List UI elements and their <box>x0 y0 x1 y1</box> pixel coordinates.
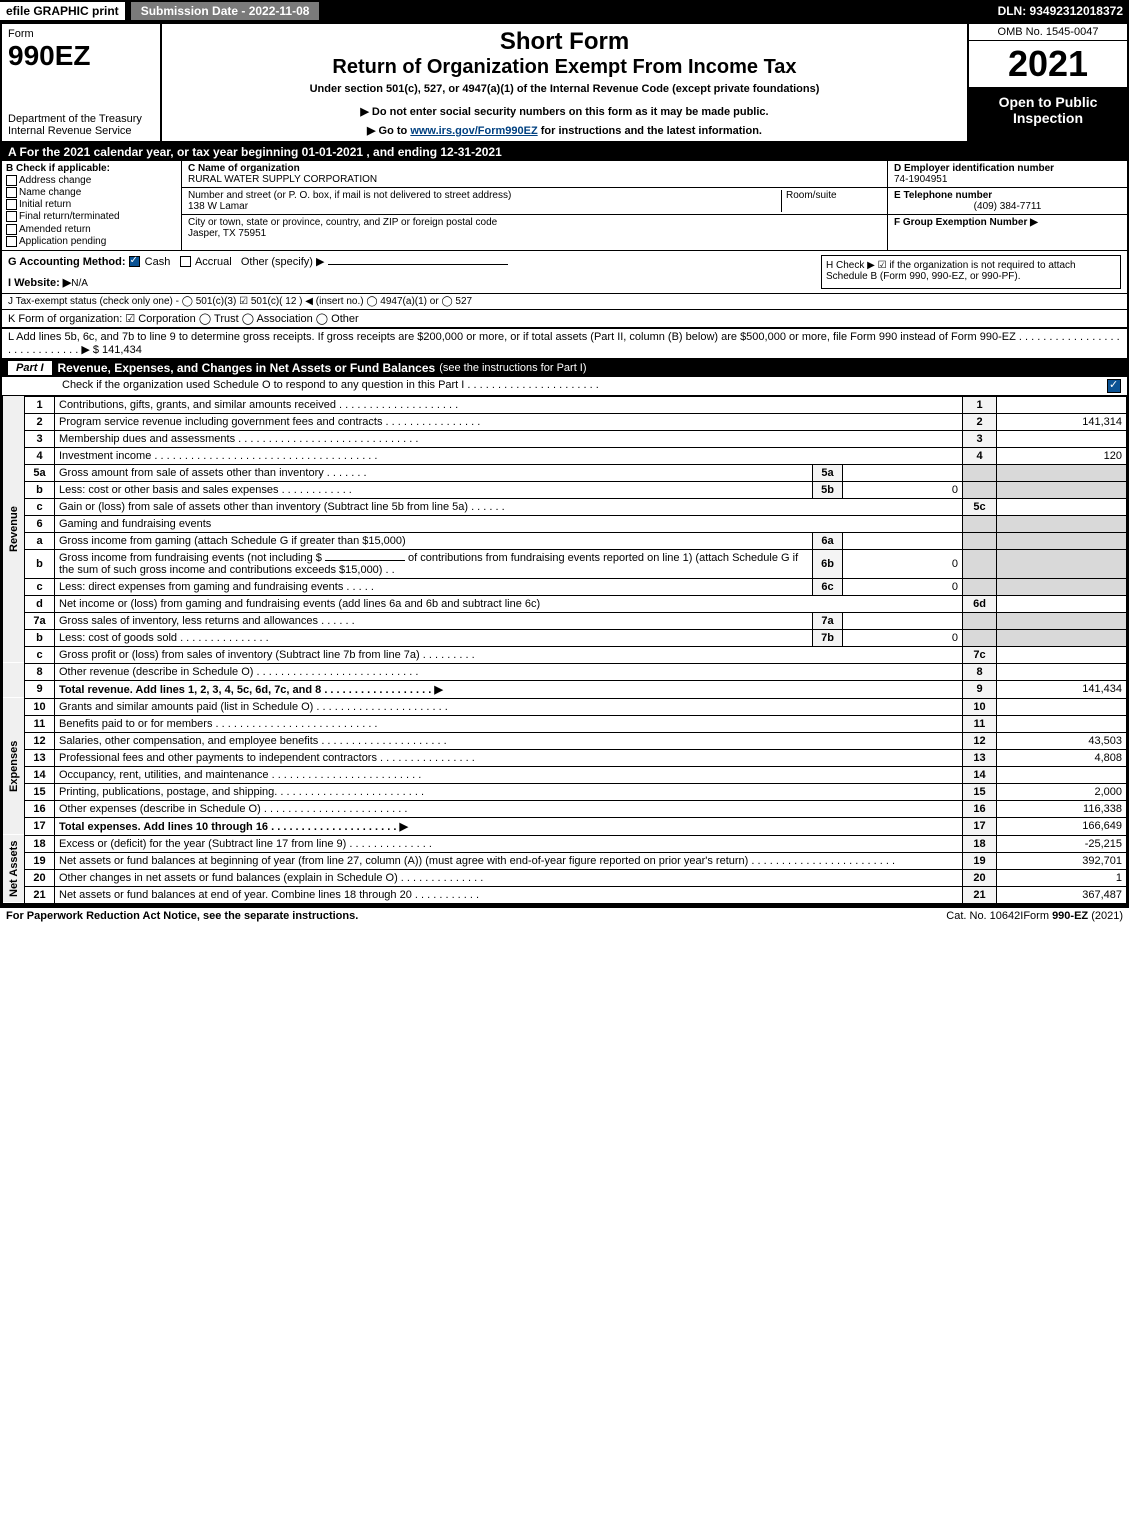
city: Jasper, TX 75951 <box>188 228 881 239</box>
subtitle: Under section 501(c), 527, or 4947(a)(1)… <box>168 83 961 95</box>
row-a-calendar: A For the 2021 calendar year, or tax yea… <box>2 143 1127 161</box>
tel-label: E Telephone number <box>894 190 992 201</box>
top-bar: efile GRAPHIC print Submission Date - 20… <box>0 0 1129 22</box>
line-i: I Website: ▶N/A <box>8 276 821 289</box>
box-b: B Check if applicable: Address change Na… <box>2 161 182 250</box>
footer-left: For Paperwork Reduction Act Notice, see … <box>6 910 746 922</box>
ein: 74-1904951 <box>894 174 947 185</box>
part1-title: Revenue, Expenses, and Changes in Net As… <box>58 361 436 375</box>
expenses-label: Expenses <box>3 698 25 835</box>
form-header: Form 990EZ Department of the Treasury In… <box>2 24 1127 143</box>
lines-table: Revenue 1Contributions, gifts, grants, a… <box>2 396 1127 904</box>
group-label: F Group Exemption Number ▶ <box>894 217 1038 228</box>
part1-header: Part I Revenue, Expenses, and Changes in… <box>2 359 1127 377</box>
form-container: Form 990EZ Department of the Treasury In… <box>0 22 1129 906</box>
form-label: Form <box>8 28 154 40</box>
netassets-label: Net Assets <box>3 835 25 903</box>
line-k: K Form of organization: ☑ Corporation ◯ … <box>2 310 1127 329</box>
box-b-title: B Check if applicable: <box>6 163 110 174</box>
header-right: OMB No. 1545-0047 2021 Open to Public In… <box>967 24 1127 141</box>
irs-link[interactable]: www.irs.gov/Form990EZ <box>410 125 537 137</box>
department: Department of the Treasury Internal Reve… <box>8 113 154 137</box>
chk-final[interactable]: Final return/terminated <box>6 211 177 222</box>
chk-amended[interactable]: Amended return <box>6 224 177 235</box>
efile-label: efile GRAPHIC print <box>0 2 125 20</box>
main-title: Return of Organization Exempt From Incom… <box>168 56 961 79</box>
section-ghi: G Accounting Method: Cash Accrual Other … <box>2 251 1127 294</box>
org-name: RURAL WATER SUPPLY CORPORATION <box>188 174 881 185</box>
chk-initial[interactable]: Initial return <box>6 199 177 210</box>
submission-date: Submission Date - 2022-11-08 <box>131 2 320 20</box>
goto-post: for instructions and the latest informat… <box>538 125 762 137</box>
line-g: G Accounting Method: Cash Accrual Other … <box>8 255 821 268</box>
header-mid: Short Form Return of Organization Exempt… <box>162 24 967 141</box>
header-left: Form 990EZ Department of the Treasury In… <box>2 24 162 141</box>
room-label: Room/suite <box>786 190 881 201</box>
ein-label: D Employer identification number <box>894 163 1054 174</box>
cat-no: Cat. No. 10642I <box>946 910 1023 922</box>
box-def: D Employer identification number 74-1904… <box>887 161 1127 250</box>
street: 138 W Lamar <box>188 201 781 212</box>
part1-checkrow: Check if the organization used Schedule … <box>2 377 1127 396</box>
chk-accrual[interactable] <box>180 256 191 267</box>
omb-number: OMB No. 1545-0047 <box>969 24 1127 41</box>
part1-sub: (see the instructions for Part I) <box>439 362 586 374</box>
gross-receipts: 141,434 <box>102 344 142 356</box>
open-public: Open to Public Inspection <box>969 88 1127 141</box>
goto-pre: ▶ Go to <box>367 125 410 137</box>
section-bcdef: B Check if applicable: Address change Na… <box>2 161 1127 251</box>
revenue-label: Revenue <box>3 396 25 663</box>
chk-pending[interactable]: Application pending <box>6 236 177 247</box>
chk-cash[interactable] <box>129 256 140 267</box>
chk-name[interactable]: Name change <box>6 187 177 198</box>
telephone: (409) 384-7711 <box>894 201 1121 212</box>
line-j: J Tax-exempt status (check only one) - ◯… <box>2 294 1127 310</box>
dln: DLN: 93492312018372 <box>998 4 1129 18</box>
tax-year: 2021 <box>969 41 1127 88</box>
city-label: City or town, state or province, country… <box>188 217 881 228</box>
line-l: L Add lines 5b, 6c, and 7b to line 9 to … <box>2 329 1127 359</box>
short-form-title: Short Form <box>168 28 961 56</box>
warning-ssn: ▶ Do not enter social security numbers o… <box>168 105 961 118</box>
name-label: C Name of organization <box>188 163 881 174</box>
street-label: Number and street (or P. O. box, if mail… <box>188 190 781 201</box>
box-c: C Name of organization RURAL WATER SUPPL… <box>182 161 887 250</box>
box-h: H Check ▶ ☑ if the organization is not r… <box>821 255 1121 289</box>
footer: For Paperwork Reduction Act Notice, see … <box>0 906 1129 924</box>
goto-link-line: ▶ Go to www.irs.gov/Form990EZ for instru… <box>168 124 961 137</box>
footer-right: Form 990-EZ (2021) <box>1023 910 1123 922</box>
chk-address[interactable]: Address change <box>6 175 177 186</box>
part1-tag: Part I <box>8 361 52 375</box>
form-number: 990EZ <box>8 40 154 72</box>
schedule-o-check[interactable] <box>1107 379 1121 393</box>
